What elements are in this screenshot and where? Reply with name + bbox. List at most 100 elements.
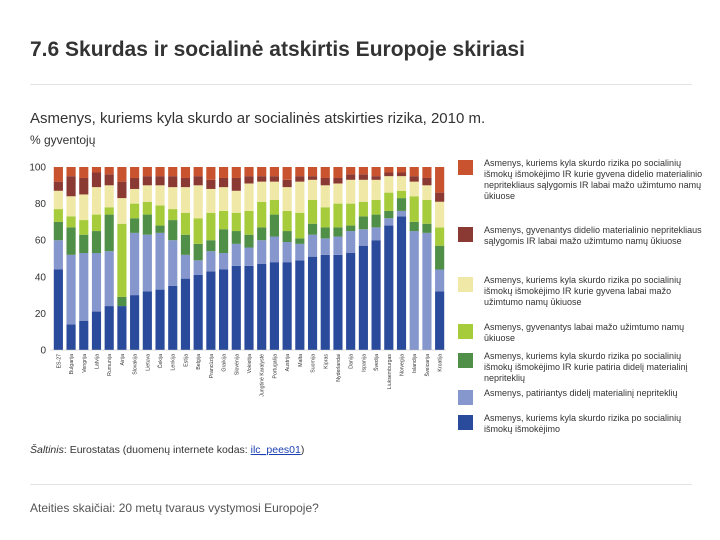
bar-segment (193, 167, 203, 177)
bar-segment (193, 218, 203, 244)
bar-segment (193, 176, 203, 186)
bar-segment (231, 177, 241, 191)
bar-segment (117, 223, 127, 297)
legend-swatch (458, 277, 473, 292)
bar-segment (269, 199, 279, 215)
bar-segment (346, 253, 356, 350)
bar-segment (219, 177, 229, 188)
bar-segment (193, 274, 203, 350)
bar-segment (244, 247, 254, 266)
source-label: Šaltinis (30, 444, 64, 456)
bar-segment (346, 179, 356, 204)
bar-segment (358, 229, 368, 246)
legend-swatch (458, 324, 473, 339)
x-tick-label: Portugalija (272, 354, 278, 379)
bar-segment (168, 220, 178, 241)
bar-segment (231, 265, 241, 350)
legend-text: Asmenys, kuriems kyla skurdo rizika po s… (484, 351, 688, 383)
bar-segment (130, 203, 140, 219)
bar-segment (269, 181, 279, 200)
bar-segment (219, 187, 229, 211)
bar-segment (244, 265, 254, 350)
bar-segment (231, 243, 241, 266)
x-tick-label: Malta (298, 354, 304, 367)
bar-segment (91, 253, 102, 312)
bar-segment (384, 167, 394, 173)
bar-segment (358, 245, 368, 350)
legend-text: Asmenys, patiriantys didelį materialinį … (484, 388, 678, 398)
bar-segment (422, 177, 432, 186)
bar-segment (435, 291, 445, 350)
x-tick-label: Norvegija (400, 354, 406, 376)
bar-segment (142, 167, 152, 177)
bar-segment (91, 172, 102, 188)
bar-segment (295, 181, 305, 213)
x-tick-label: Švedija (373, 354, 380, 371)
x-tick-label: Airija (120, 354, 126, 366)
bar-segment (130, 177, 140, 189)
bar-segment (282, 262, 292, 350)
bar-segment (168, 187, 178, 210)
bar-segment (104, 167, 114, 175)
bar-segment (346, 225, 356, 232)
x-tick-label: Belgija (196, 354, 202, 370)
bar-segment (295, 243, 305, 261)
x-tick-label: Suomija (311, 354, 317, 373)
bar-segment (346, 203, 356, 226)
bar-segment (295, 260, 305, 350)
bar-segment (320, 238, 330, 255)
y-tick-label: 80 (35, 199, 47, 210)
bar-segment (117, 198, 127, 224)
bar-segment (422, 167, 432, 178)
bar-segment (155, 232, 165, 290)
footer-text: Ateities skaičiai: 20 metų tvaraus vysty… (30, 501, 319, 515)
source-link[interactable]: ilc_pees01 (250, 444, 301, 456)
x-tick-label: Nyderlandai (336, 354, 342, 382)
bar-segment (104, 214, 114, 252)
bar-segment (231, 167, 241, 178)
bar-segment (168, 285, 178, 350)
bar-segment (130, 188, 140, 204)
bar-segment (307, 223, 318, 235)
bar-segment (371, 227, 381, 241)
bar-segment (307, 234, 318, 257)
bar-segment (219, 210, 229, 230)
bar-segment (193, 243, 203, 261)
bar-segment (66, 167, 76, 177)
x-tick-label: Kroatija (438, 354, 444, 372)
legend-swatch (458, 390, 473, 405)
bar-segment (155, 167, 165, 177)
bar-segment (180, 212, 191, 235)
bar-segment (244, 234, 254, 248)
title-divider (30, 84, 692, 85)
bar-segment (269, 262, 279, 350)
bar-segment (320, 185, 330, 208)
bar-segment (79, 194, 89, 221)
bar-segment (320, 207, 330, 228)
bar-segment (282, 187, 292, 211)
bar-segment (384, 210, 394, 219)
bar-segment (66, 216, 76, 228)
bar-segment (282, 231, 292, 243)
bar-segment (333, 177, 343, 184)
legend-swatch (458, 415, 473, 430)
bar-segment (320, 167, 330, 178)
bar-segment (142, 185, 152, 202)
unit-label: % gyventojų (30, 133, 96, 147)
bar-segment (396, 216, 407, 350)
bar-segment (79, 253, 89, 321)
legend-swatch (458, 227, 473, 242)
x-tick-label: Prancūzija (209, 354, 215, 378)
bar-segment (53, 209, 63, 222)
bar-segment (168, 176, 178, 188)
bar-segment (396, 167, 407, 173)
bar-segment (155, 205, 165, 226)
bar-segment (66, 196, 76, 217)
source-tail: ) (300, 444, 305, 456)
bar-segment (79, 167, 89, 178)
y-tick-label: 0 (40, 346, 46, 357)
bar-segment (282, 179, 292, 188)
x-tick-label: Islandija (412, 354, 418, 373)
bar-segment (257, 181, 267, 202)
